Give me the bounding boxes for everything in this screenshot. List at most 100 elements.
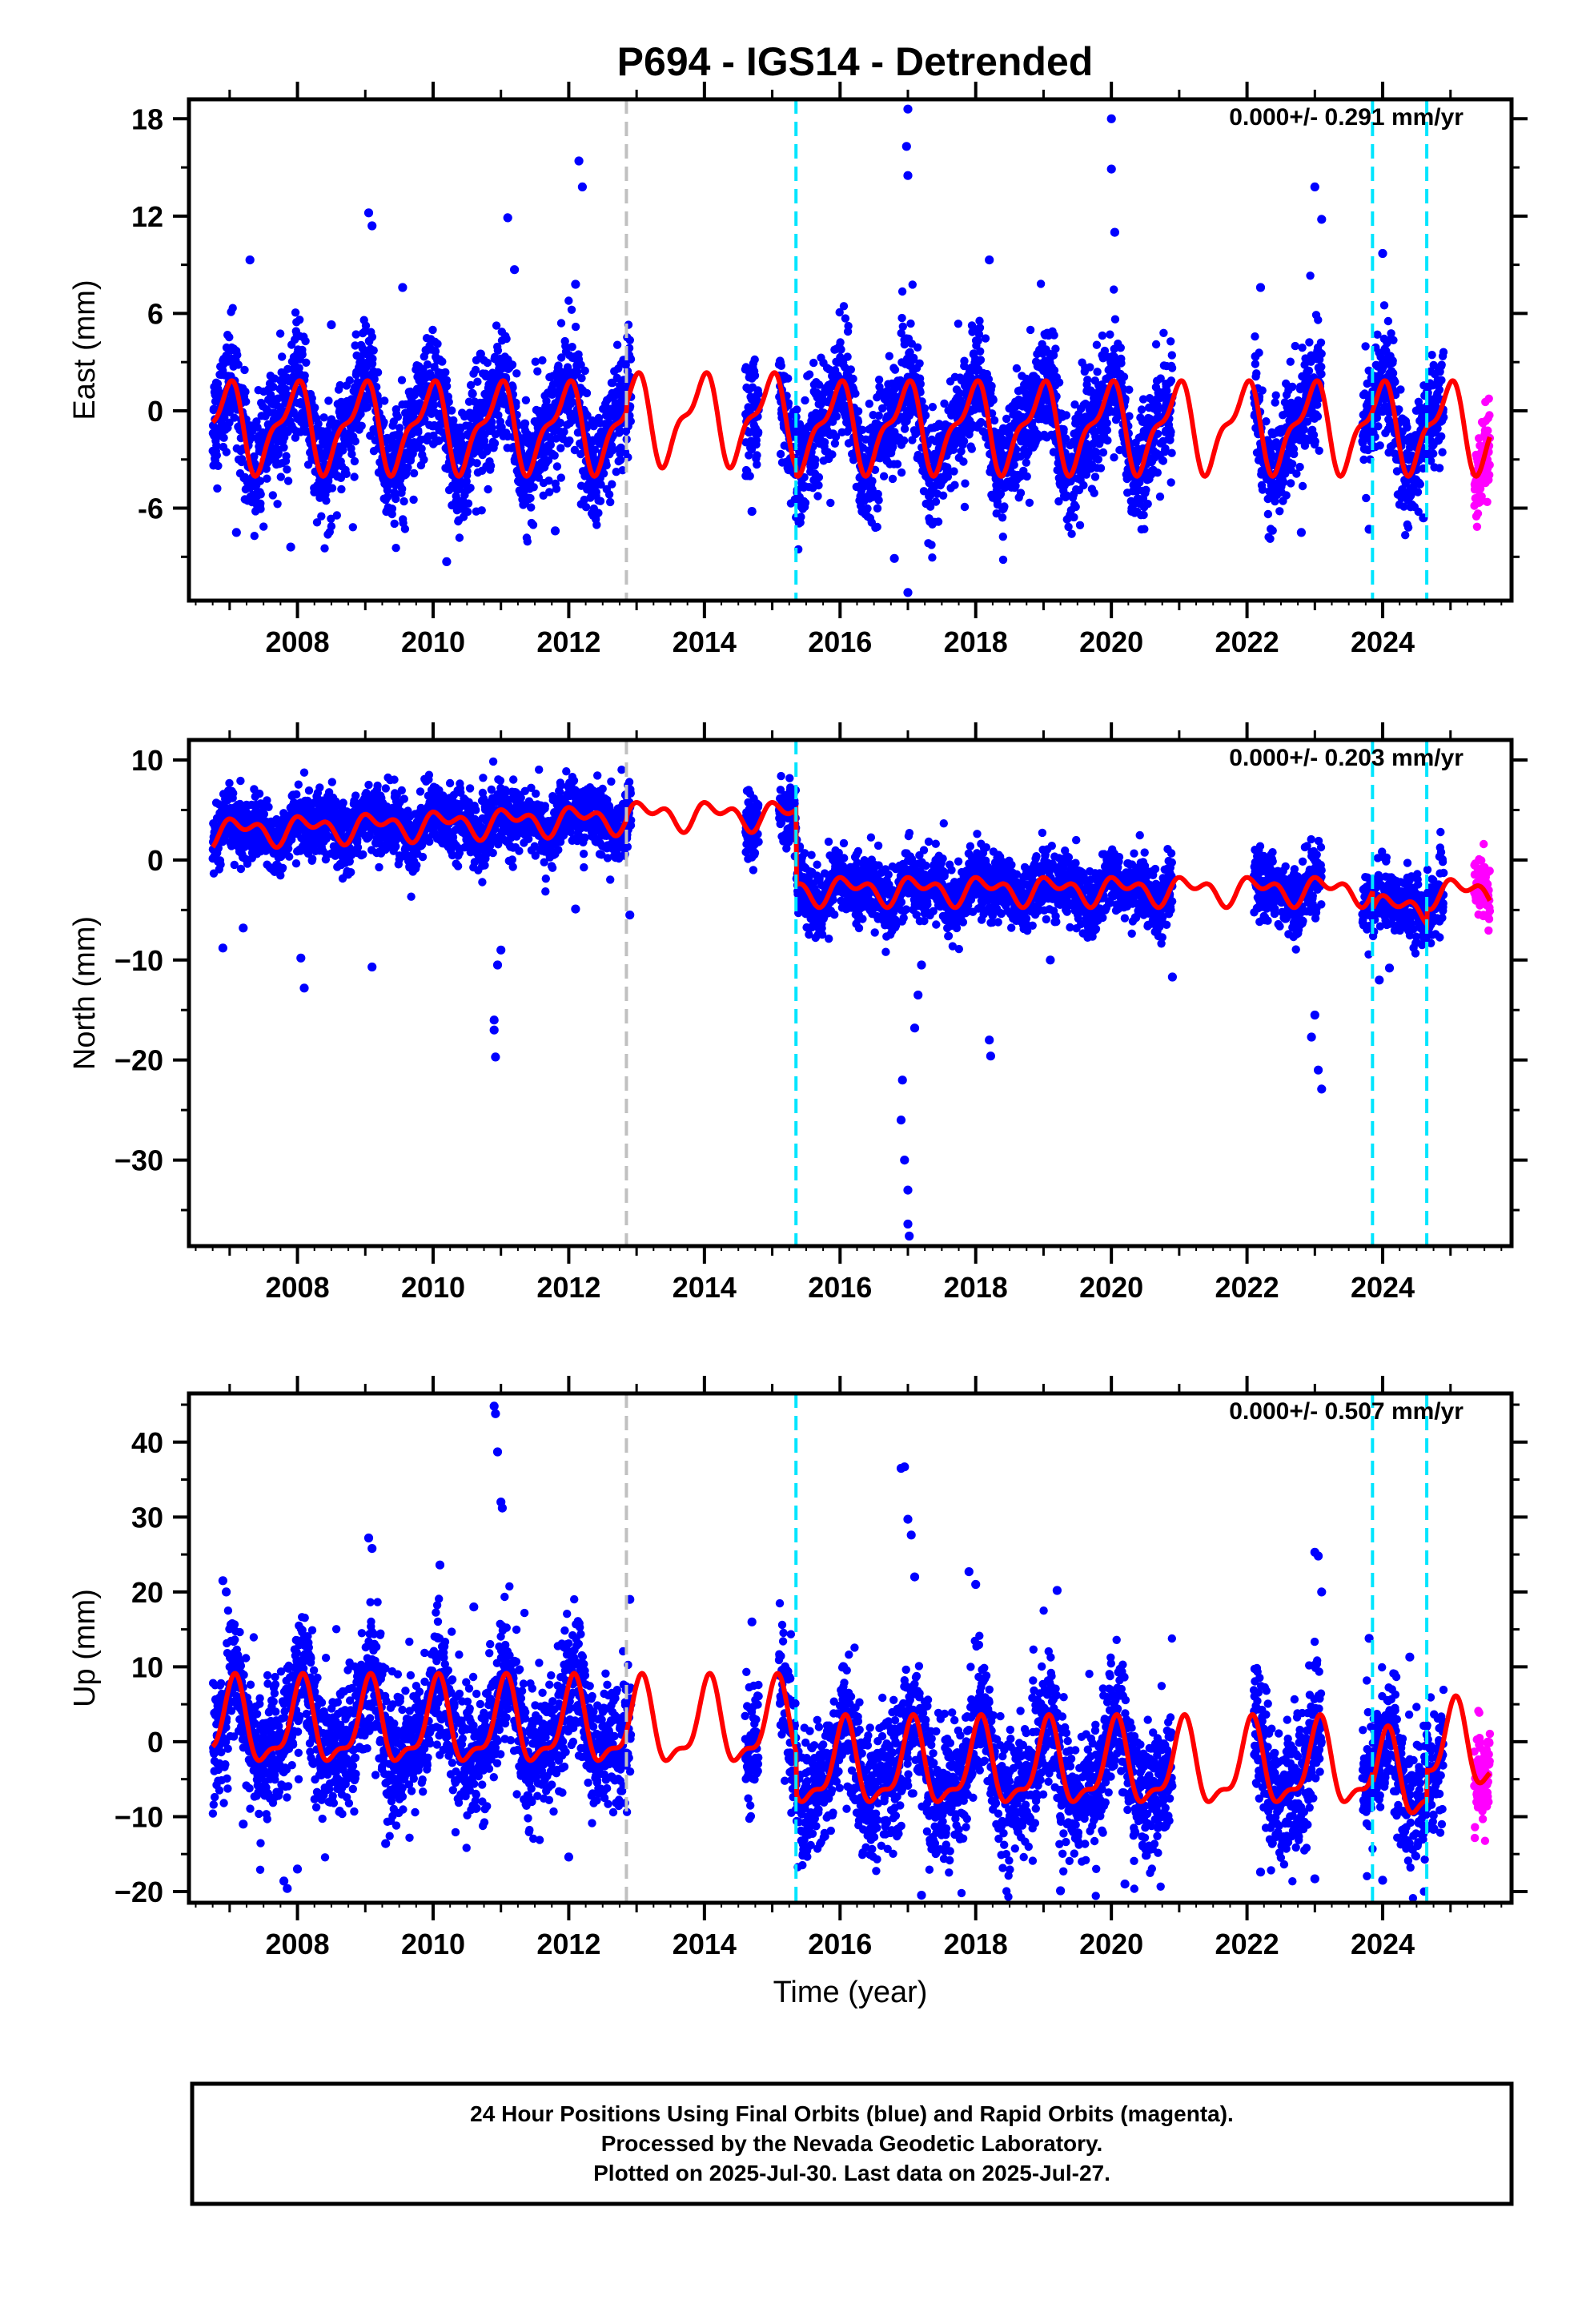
final-orbit-point [1427,351,1436,360]
final-orbit-point [534,473,544,482]
final-orbit-point [1153,429,1162,438]
final-orbit-point [1258,386,1267,395]
final-orbit-point [577,374,586,383]
final-orbit-point [1086,363,1094,372]
final-orbit-point [998,513,1007,522]
final-orbit-point [556,418,565,428]
final-orbit-point [473,377,482,386]
final-orbit-point [844,321,853,331]
final-orbit-point [423,360,432,369]
final-orbit-point [921,411,930,420]
final-orbit-point [1025,498,1034,507]
final-orbit-point [528,521,538,529]
final-orbit-point [608,446,616,455]
final-orbit-point [950,480,959,489]
final-orbit-point [863,504,872,513]
final-orbit-point [312,518,322,527]
final-orbit-point [1304,366,1314,376]
outlier-point [903,104,913,114]
final-orbit-point [320,544,329,553]
final-orbit-point [240,365,249,375]
final-orbit-point [1271,497,1279,506]
final-orbit-point [874,496,883,505]
final-orbit-point [1395,405,1403,414]
final-orbit-point [1303,417,1312,426]
final-orbit-point [1050,331,1058,340]
y-tick-label: 6 [147,297,163,330]
final-orbit-point [1439,412,1448,422]
final-orbit-point [337,485,346,494]
final-orbit-point [1362,493,1371,503]
outlier-point [574,156,584,166]
final-orbit-point [943,472,953,481]
final-orbit-point [1051,344,1060,353]
final-orbit-point [1317,362,1326,372]
final-orbit-point [615,425,624,434]
final-orbit-point [273,500,282,509]
final-orbit-point [987,381,996,391]
outlier-point [889,553,899,563]
outlier-point [245,255,255,265]
outlier-point [1310,182,1319,191]
final-orbit-point [1070,513,1078,522]
final-orbit-point [1151,340,1161,349]
final-orbit-point [865,400,874,408]
final-orbit-point [441,368,450,377]
final-orbit-point [868,476,877,485]
final-orbit-point [906,319,915,328]
final-orbit-point [307,394,316,403]
final-orbit-point [455,533,464,542]
final-orbit-point [908,280,917,289]
final-orbit-point [1388,368,1398,378]
final-orbit-point [1062,434,1070,443]
final-orbit-point [502,334,511,344]
final-orbit-point [596,497,605,505]
final-orbit-point [853,417,863,426]
outlier-point [901,142,911,151]
final-orbit-point [858,425,867,434]
final-orbit-point [1374,422,1383,431]
final-orbit-point [1439,348,1448,356]
final-orbit-point [626,416,635,426]
final-orbit-point [1401,531,1410,540]
final-orbit-point [380,396,389,405]
final-orbit-point [213,484,222,493]
final-orbit-point [490,439,500,448]
final-orbit-point [311,403,319,412]
final-orbit-point [492,321,501,330]
final-orbit-point [1364,366,1373,375]
final-orbit-point [342,469,351,478]
final-orbit-point [544,476,553,485]
final-orbit-point [472,459,481,468]
final-orbit-point [797,513,805,521]
final-orbit-point [233,351,242,360]
final-orbit-point [1359,455,1368,464]
final-orbit-point [1159,328,1168,337]
final-orbit-point [571,322,580,332]
final-orbit-point [477,506,486,515]
final-orbit-point [1435,385,1444,394]
final-orbit-point [1140,525,1149,533]
final-orbit-point [1271,398,1279,407]
final-orbit-point [750,355,759,364]
final-orbit-point [1279,478,1288,487]
final-orbit-point [1292,469,1301,478]
final-orbit-point [1403,523,1413,532]
east-plot-area [208,104,1495,597]
final-orbit-point [753,396,762,405]
final-orbit-point [242,397,251,406]
final-orbit-point [934,517,943,526]
final-orbit-point [1036,279,1046,288]
final-orbit-point [383,493,392,501]
final-orbit-point [1313,412,1323,421]
final-orbit-point [1414,507,1423,517]
final-orbit-point [960,356,969,365]
final-orbit-point [594,509,603,517]
final-orbit-point [828,450,837,459]
final-orbit-point [1143,500,1152,509]
final-orbit-point [1096,464,1106,472]
final-orbit-point [1437,432,1446,441]
final-orbit-point [1255,348,1263,357]
final-orbit-point [544,456,553,464]
final-orbit-point [545,488,554,497]
